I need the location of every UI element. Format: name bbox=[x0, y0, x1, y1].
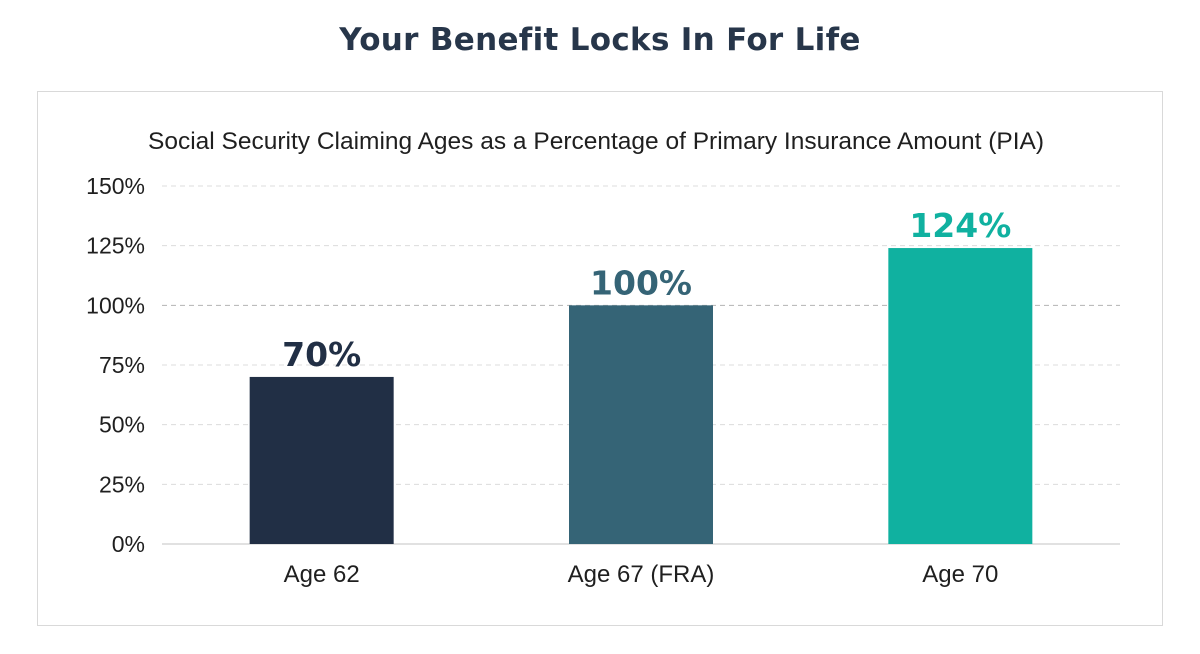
y-tick-label: 25% bbox=[99, 471, 145, 497]
x-tick-label: Age 67 (FRA) bbox=[568, 561, 715, 588]
y-tick-label: 75% bbox=[99, 352, 145, 378]
bar-data-label: 124% bbox=[909, 206, 1011, 245]
page-title: Your Benefit Locks In For Life bbox=[339, 22, 861, 58]
y-axis-ticks: 0% 25% 50% 75% 100% 125% 150% bbox=[86, 173, 145, 557]
y-tick-label: 100% bbox=[86, 292, 145, 318]
x-axis-ticks: Age 62 Age 67 (FRA) Age 70 bbox=[284, 561, 999, 588]
y-tick-label: 0% bbox=[112, 531, 145, 557]
bar-data-label: 100% bbox=[590, 263, 692, 302]
bars bbox=[249, 248, 1033, 544]
bar bbox=[569, 305, 713, 544]
bar bbox=[888, 248, 1033, 544]
y-tick-label: 50% bbox=[99, 412, 145, 438]
x-tick-label: Age 70 bbox=[922, 561, 998, 588]
bar-data-label: 70% bbox=[282, 335, 361, 374]
data-labels: 70% 100% 124% bbox=[282, 206, 1011, 374]
x-tick-label: Age 62 bbox=[284, 561, 360, 588]
chart-title: Social Security Claiming Ages as a Perce… bbox=[148, 128, 1044, 155]
bar bbox=[249, 376, 394, 544]
y-tick-label: 150% bbox=[86, 173, 145, 199]
y-tick-label: 125% bbox=[86, 233, 145, 259]
